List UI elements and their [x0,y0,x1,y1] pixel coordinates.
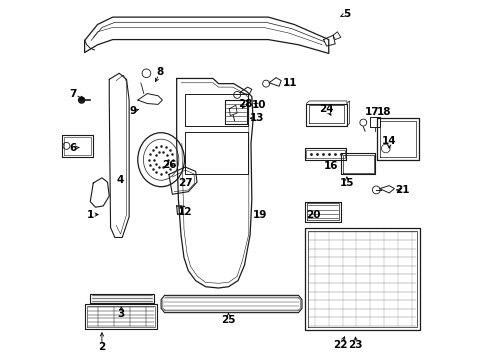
Text: 21: 21 [394,185,408,195]
Text: 24: 24 [319,104,333,114]
Text: 1: 1 [86,210,94,220]
Text: 11: 11 [282,78,297,88]
Text: 12: 12 [178,207,192,217]
Text: 10: 10 [251,100,265,110]
Text: 9: 9 [130,106,137,116]
Text: 4: 4 [117,175,124,185]
Text: 14: 14 [381,136,396,146]
Circle shape [79,97,84,103]
Text: 5: 5 [343,9,350,19]
Text: 19: 19 [252,210,266,220]
Text: 6: 6 [69,143,77,153]
Text: 7: 7 [69,89,77,99]
Text: 2: 2 [98,342,105,352]
Text: 15: 15 [339,178,353,188]
Text: 17: 17 [364,107,379,117]
Text: 22: 22 [333,341,347,351]
Text: 3: 3 [118,309,125,319]
Text: 23: 23 [347,341,362,351]
Text: 20: 20 [306,210,320,220]
Text: 26: 26 [162,160,176,170]
Text: 13: 13 [250,113,264,123]
Text: 8: 8 [156,67,163,77]
Text: 28: 28 [238,99,252,108]
Text: 27: 27 [178,178,192,188]
Text: 16: 16 [324,161,338,171]
Text: 18: 18 [376,107,390,117]
Text: 25: 25 [221,315,235,325]
